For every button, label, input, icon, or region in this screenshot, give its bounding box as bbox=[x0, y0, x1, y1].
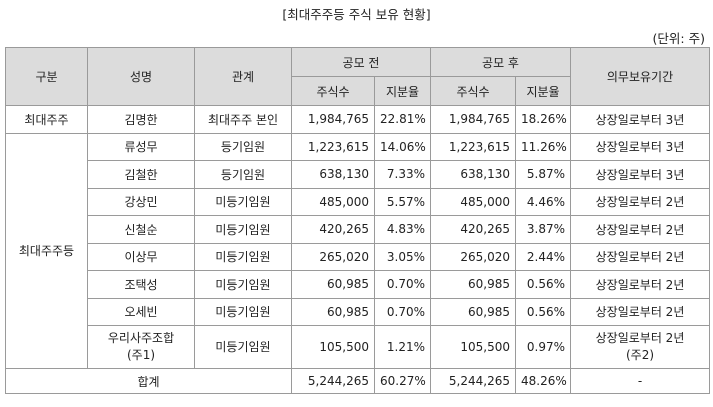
row-relation: 최대주주 본인 bbox=[194, 105, 292, 134]
row-before-shares: 265,020 bbox=[291, 242, 375, 271]
row-before-ratio: 0.70% bbox=[374, 297, 431, 326]
row-before-ratio: 7.33% bbox=[374, 160, 431, 189]
row-lockup: 상장일로부터 3년 bbox=[570, 132, 710, 161]
total-after-shares: 5,244,265 bbox=[430, 368, 516, 394]
row-relation: 미등기임원 bbox=[194, 215, 292, 244]
group-largest: 최대주주 bbox=[5, 105, 88, 134]
row-before-ratio: 0.70% bbox=[374, 270, 431, 299]
row-relation: 미등기임원 bbox=[194, 325, 292, 369]
row-after-ratio: 5.87% bbox=[515, 160, 571, 189]
row-before-shares: 1,984,765 bbox=[291, 105, 375, 134]
row-after-ratio: 0.56% bbox=[515, 270, 571, 299]
total-lockup: - bbox=[570, 368, 710, 394]
row-after-ratio: 2.44% bbox=[515, 242, 571, 271]
row-before-shares: 420,265 bbox=[291, 215, 375, 244]
row-after-shares: 485,000 bbox=[430, 187, 516, 216]
header-after: 공모 후 bbox=[430, 47, 571, 77]
table-row: 최대주주등 류성무 등기임원 1,223,615 14.06% 1,223,61… bbox=[5, 132, 710, 369]
shareholding-table: 구분 성명 관계 공모 전 공모 후 의무보유기간 주식수 지분율 주식수 지분… bbox=[5, 47, 710, 394]
row-name: 이상무 bbox=[87, 242, 195, 271]
row-lockup: 상장일로부터 2년 bbox=[570, 270, 710, 299]
row-name: 김철한 bbox=[87, 160, 195, 189]
row-after-ratio: 0.56% bbox=[515, 297, 571, 326]
header-before: 공모 전 bbox=[291, 47, 431, 77]
header-category: 구분 bbox=[5, 47, 88, 106]
table-row: 조택성 미등기임원 60,985 0.70% 60,985 0.56% 상장일로… bbox=[6, 270, 710, 299]
row-before-shares: 105,500 bbox=[291, 325, 375, 369]
row-name: 류성무 bbox=[87, 132, 195, 161]
row-lockup: 상장일로부터 2년 bbox=[570, 297, 710, 326]
row-after-shares: 1,223,615 bbox=[430, 132, 516, 161]
table-row: 오세빈 미등기임원 60,985 0.70% 60,985 0.56% 상장일로… bbox=[6, 297, 710, 326]
row-relation: 미등기임원 bbox=[194, 187, 292, 216]
row-after-shares: 1,984,765 bbox=[430, 105, 516, 134]
row-before-shares: 60,985 bbox=[291, 270, 375, 299]
table-title: [최대주주등 주식 보유 현황] bbox=[282, 7, 431, 22]
row-after-shares: 60,985 bbox=[430, 270, 516, 299]
row-name-text: 우리사주조합 bbox=[107, 331, 175, 345]
row-after-ratio: 18.26% bbox=[515, 105, 571, 134]
row-before-shares: 485,000 bbox=[291, 187, 375, 216]
row-relation: 등기임원 bbox=[194, 132, 292, 161]
row-name: 김명한 bbox=[87, 105, 195, 134]
row-before-ratio: 3.05% bbox=[374, 242, 431, 271]
row-name: 조택성 bbox=[87, 270, 195, 299]
row-relation: 미등기임원 bbox=[194, 242, 292, 271]
table-row: 이상무 미등기임원 265,020 3.05% 265,020 2.44% 상장… bbox=[6, 242, 710, 271]
row-before-shares: 1,223,615 bbox=[291, 132, 375, 161]
total-after-ratio: 48.26% bbox=[515, 368, 571, 394]
row-lockup: 상장일로부터 2년 bbox=[570, 215, 710, 244]
row-after-shares: 420,265 bbox=[430, 215, 516, 244]
row-lockup: 상장일로부터 2년 bbox=[570, 187, 710, 216]
row-name-note: (주1) bbox=[126, 348, 156, 362]
table-row: 강상민 미등기임원 485,000 5.57% 485,000 4.46% 상장… bbox=[6, 187, 710, 216]
row-relation: 미등기임원 bbox=[194, 297, 292, 326]
row-lockup: 상장일로부터 3년 bbox=[570, 105, 710, 134]
header-before-shares: 주식수 bbox=[291, 76, 375, 106]
row-after-ratio: 3.87% bbox=[515, 215, 571, 244]
row-after-ratio: 4.46% bbox=[515, 187, 571, 216]
row-lockup-text: 상장일로부터 2년 bbox=[595, 331, 685, 345]
row-before-shares: 60,985 bbox=[291, 297, 375, 326]
row-relation: 등기임원 bbox=[194, 160, 292, 189]
table-row: 최대주주 김명한 최대주주 본인 1,984,765 22.81% 1,984,… bbox=[5, 105, 710, 134]
row-after-shares: 265,020 bbox=[430, 242, 516, 271]
row-before-shares: 638,130 bbox=[291, 160, 375, 189]
row-name: 우리사주조합 (주1) bbox=[87, 325, 195, 369]
row-before-ratio: 22.81% bbox=[374, 105, 431, 134]
row-lockup: 상장일로부터 3년 bbox=[570, 160, 710, 189]
row-after-shares: 60,985 bbox=[430, 297, 516, 326]
row-after-ratio: 0.97% bbox=[515, 325, 571, 369]
row-lockup: 상장일로부터 2년 (주2) bbox=[570, 325, 710, 369]
row-lockup-note: (주2) bbox=[625, 348, 655, 362]
row-after-shares: 105,500 bbox=[430, 325, 516, 369]
row-before-ratio: 4.83% bbox=[374, 215, 431, 244]
row-lockup: 상장일로부터 2년 bbox=[570, 242, 710, 271]
table-row: 김철한 등기임원 638,130 7.33% 638,130 5.87% 상장일… bbox=[6, 160, 710, 189]
row-relation: 미등기임원 bbox=[194, 270, 292, 299]
header-before-ratio: 지분율 bbox=[374, 76, 431, 106]
row-after-ratio: 11.26% bbox=[515, 132, 571, 161]
header-lockup: 의무보유기간 bbox=[570, 47, 710, 106]
table-row: 신철순 미등기임원 420,265 4.83% 420,265 3.87% 상장… bbox=[6, 215, 710, 244]
total-before-shares: 5,244,265 bbox=[291, 368, 375, 394]
total-before-ratio: 60.27% bbox=[374, 368, 431, 394]
header-after-ratio: 지분율 bbox=[515, 76, 571, 106]
total-label: 합계 bbox=[5, 368, 292, 394]
row-before-ratio: 1.21% bbox=[374, 325, 431, 369]
row-name: 강상민 bbox=[87, 187, 195, 216]
row-name: 오세빈 bbox=[87, 297, 195, 326]
row-before-ratio: 14.06% bbox=[374, 132, 431, 161]
row-after-shares: 638,130 bbox=[430, 160, 516, 189]
header-relation: 관계 bbox=[194, 47, 292, 106]
table-row: 우리사주조합 (주1) 미등기임원 105,500 1.21% 105,500 … bbox=[6, 325, 710, 369]
row-before-ratio: 5.57% bbox=[374, 187, 431, 216]
row-name: 신철순 bbox=[87, 215, 195, 244]
total-row: 합계 5,244,265 60.27% 5,244,265 48.26% - bbox=[5, 368, 710, 394]
unit-label: (단위: 주) bbox=[652, 31, 705, 46]
group-related: 최대주주등 bbox=[5, 132, 88, 369]
header-after-shares: 주식수 bbox=[430, 76, 516, 106]
header-name: 성명 bbox=[87, 47, 195, 106]
